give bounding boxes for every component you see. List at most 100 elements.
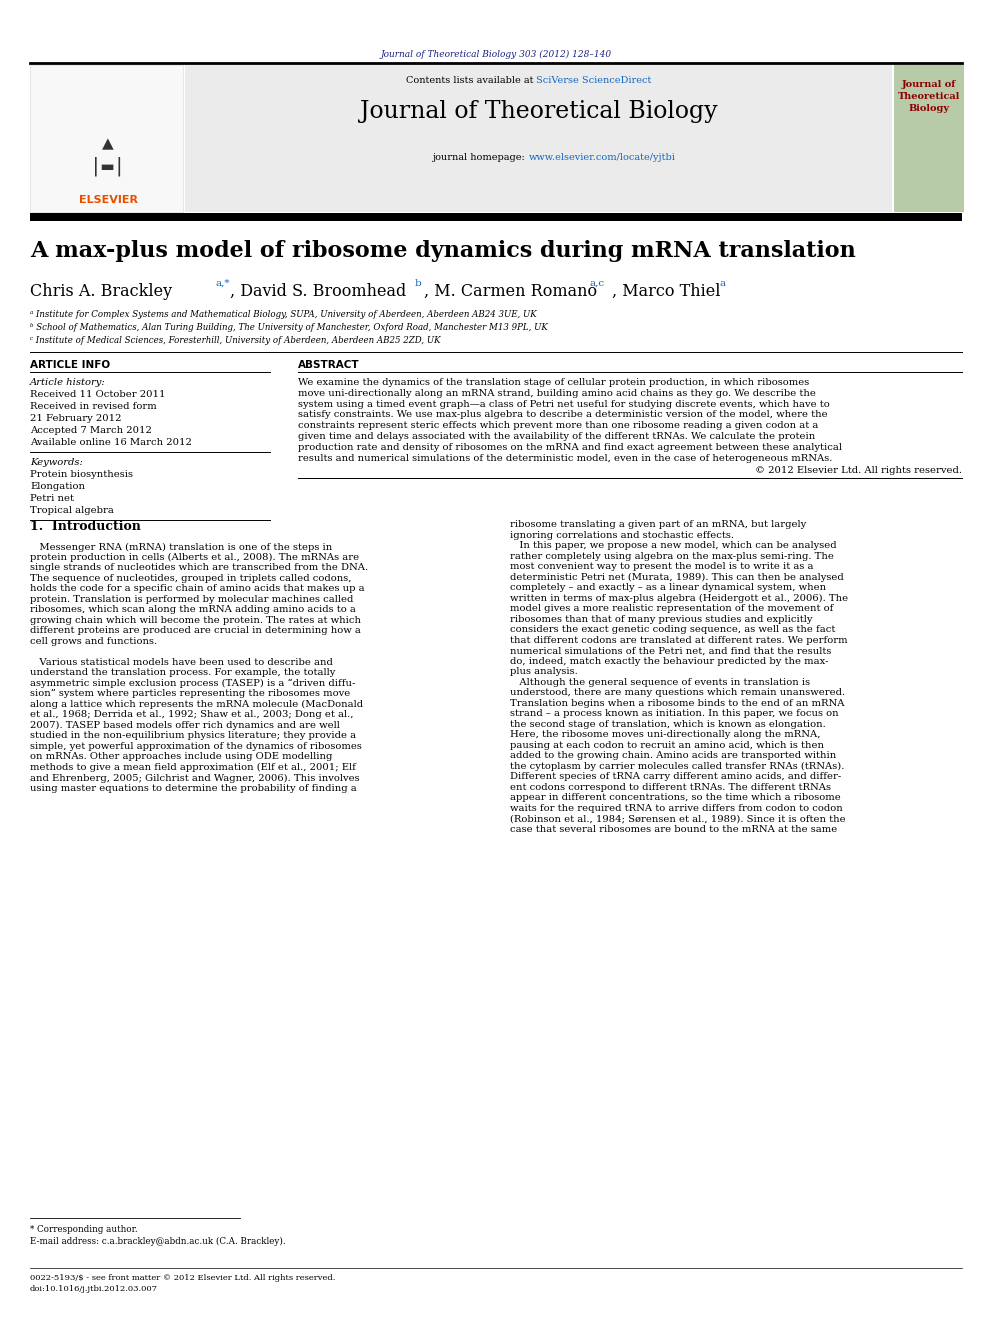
Text: ARTICLE INFO: ARTICLE INFO [30,360,110,370]
Text: model gives a more realistic representation of the movement of: model gives a more realistic representat… [510,605,833,614]
Text: Journal of Theoretical Biology 303 (2012) 128–140: Journal of Theoretical Biology 303 (2012… [381,50,611,60]
Text: sion” system where particles representing the ribosomes move: sion” system where particles representin… [30,689,350,699]
Text: studied in the non-equilibrium physics literature; they provide a: studied in the non-equilibrium physics l… [30,732,356,741]
Text: Protein biosynthesis: Protein biosynthesis [30,470,133,479]
Text: cell grows and functions.: cell grows and functions. [30,636,157,646]
Text: doi:10.1016/j.jtbi.2012.03.007: doi:10.1016/j.jtbi.2012.03.007 [30,1285,158,1293]
Text: Received 11 October 2011: Received 11 October 2011 [30,390,166,400]
Text: protein production in cells (Alberts et al., 2008). The mRNAs are: protein production in cells (Alberts et … [30,553,359,562]
Text: (Robinson et al., 1984; Sørensen et al., 1989). Since it is often the: (Robinson et al., 1984; Sørensen et al.,… [510,815,845,823]
Text: , M. Carmen Romano: , M. Carmen Romano [424,283,597,300]
Text: a,c: a,c [590,279,605,288]
Text: , David S. Broomhead: , David S. Broomhead [230,283,407,300]
Text: single strands of nucleotides which are transcribed from the DNA.: single strands of nucleotides which are … [30,564,368,573]
Text: Journal of Theoretical Biology: Journal of Theoretical Biology [360,101,717,123]
Text: ribosome translating a given part of an mRNA, but largely: ribosome translating a given part of an … [510,520,806,529]
Text: a: a [720,279,726,288]
Text: results and numerical simulations of the deterministic model, even in the case o: results and numerical simulations of the… [298,454,832,463]
Text: ELSEVIER: ELSEVIER [78,194,138,205]
Text: most convenient way to present the model is to write it as a: most convenient way to present the model… [510,562,813,572]
Text: Article history:: Article history: [30,378,106,388]
Text: ignoring correlations and stochastic effects.: ignoring correlations and stochastic eff… [510,531,734,540]
Text: production rate and density of ribosomes on the mRNA and find exact agreement be: production rate and density of ribosomes… [298,443,842,451]
FancyBboxPatch shape [894,65,964,212]
Text: written in terms of max-plus algebra (Heidergott et al., 2006). The: written in terms of max-plus algebra (He… [510,594,848,603]
Text: using master equations to determine the probability of finding a: using master equations to determine the … [30,785,357,792]
Text: We examine the dynamics of the translation stage of cellular protein production,: We examine the dynamics of the translati… [298,378,809,388]
Text: et al., 1968; Derrida et al., 1992; Shaw et al., 2003; Dong et al.,: et al., 1968; Derrida et al., 1992; Shaw… [30,710,353,720]
Text: case that several ribosomes are bound to the mRNA at the same: case that several ribosomes are bound to… [510,826,837,833]
Text: understood, there are many questions which remain unanswered.: understood, there are many questions whi… [510,688,845,697]
Text: Here, the ribosome moves uni-directionally along the mRNA,: Here, the ribosome moves uni-directional… [510,730,820,740]
Text: numerical simulations of the Petri net, and find that the results: numerical simulations of the Petri net, … [510,647,831,655]
Text: Various statistical models have been used to describe and: Various statistical models have been use… [30,658,333,667]
FancyBboxPatch shape [30,65,183,212]
Text: the second stage of translation, which is known as elongation.: the second stage of translation, which i… [510,720,825,729]
Text: ABSTRACT: ABSTRACT [298,360,360,370]
Text: ▲
|▬|: ▲ |▬| [90,134,126,176]
Text: Different species of tRNA carry different amino acids, and differ-: Different species of tRNA carry differen… [510,773,841,782]
Text: Although the general sequence of events in translation is: Although the general sequence of events … [510,677,810,687]
Text: growing chain which will become the protein. The rates at which: growing chain which will become the prot… [30,617,361,624]
Text: different proteins are produced are crucial in determining how a: different proteins are produced are cruc… [30,626,361,635]
Text: ent codons correspond to different tRNAs. The different tRNAs: ent codons correspond to different tRNAs… [510,783,831,792]
Text: b: b [415,279,422,288]
Text: Journal of
Theoretical
Biology: Journal of Theoretical Biology [898,79,960,112]
Text: 21 February 2012: 21 February 2012 [30,414,121,423]
Text: and Ehrenberg, 2005; Gilchrist and Wagner, 2006). This involves: and Ehrenberg, 2005; Gilchrist and Wagne… [30,774,360,782]
Text: 2007). TASEP based models offer rich dynamics and are well: 2007). TASEP based models offer rich dyn… [30,721,340,730]
Text: appear in different concentrations, so the time which a ribosome: appear in different concentrations, so t… [510,794,841,803]
Text: rather completely using algebra on the max-plus semi-ring. The: rather completely using algebra on the m… [510,552,834,561]
Text: Contents lists available at: Contents lists available at [406,75,537,85]
Text: ribosomes than that of many previous studies and explicitly: ribosomes than that of many previous stu… [510,615,812,624]
Text: holds the code for a specific chain of amino acids that makes up a: holds the code for a specific chain of a… [30,585,365,594]
Text: Elongation: Elongation [30,482,85,491]
Text: do, indeed, match exactly the behaviour predicted by the max-: do, indeed, match exactly the behaviour … [510,658,828,665]
Text: constraints represent steric effects which prevent more than one ribosome readin: constraints represent steric effects whi… [298,421,818,430]
Text: Chris A. Brackley: Chris A. Brackley [30,283,173,300]
Text: Tropical algebra: Tropical algebra [30,505,114,515]
Text: move uni-directionally along an mRNA strand, building amino acid chains as they : move uni-directionally along an mRNA str… [298,389,815,398]
Text: on mRNAs. Other approaches include using ODE modelling: on mRNAs. Other approaches include using… [30,753,332,762]
Text: Received in revised form: Received in revised form [30,402,157,411]
Text: ribosomes, which scan along the mRNA adding amino acids to a: ribosomes, which scan along the mRNA add… [30,606,356,614]
Text: In this paper, we propose a new model, which can be analysed: In this paper, we propose a new model, w… [510,541,836,550]
Text: Keywords:: Keywords: [30,458,83,467]
Text: system using a timed event graph—a class of Petri net useful for studying discre: system using a timed event graph—a class… [298,400,829,409]
Text: a,*: a,* [216,279,230,288]
Text: strand – a process known as initiation. In this paper, we focus on: strand – a process known as initiation. … [510,709,838,718]
Text: satisfy constraints. We use max-plus algebra to describe a deterministic version: satisfy constraints. We use max-plus alg… [298,410,827,419]
Text: ᵃ Institute for Complex Systems and Mathematical Biology, SUPA, University of Ab: ᵃ Institute for Complex Systems and Math… [30,310,537,319]
Text: understand the translation process. For example, the totally: understand the translation process. For … [30,668,335,677]
Text: Accepted 7 March 2012: Accepted 7 March 2012 [30,426,152,435]
Text: completely – and exactly – as a linear dynamical system, when: completely – and exactly – as a linear d… [510,583,826,593]
Text: given time and delays associated with the availability of the different tRNAs. W: given time and delays associated with th… [298,433,815,441]
Text: Translation begins when a ribosome binds to the end of an mRNA: Translation begins when a ribosome binds… [510,699,844,708]
Text: along a lattice which represents the mRNA molecule (MacDonald: along a lattice which represents the mRN… [30,700,363,709]
Text: methods to give a mean field approximation (Elf et al., 2001; Elf: methods to give a mean field approximati… [30,763,356,773]
Text: SciVerse ScienceDirect: SciVerse ScienceDirect [537,75,652,85]
Text: waits for the required tRNA to arrive differs from codon to codon: waits for the required tRNA to arrive di… [510,804,843,812]
Text: ᶜ Institute of Medical Sciences, Foresterhill, University of Aberdeen, Aberdeen : ᶜ Institute of Medical Sciences, Foreste… [30,336,440,345]
Text: added to the growing chain. Amino acids are transported within: added to the growing chain. Amino acids … [510,751,836,761]
Text: deterministic Petri net (Murata, 1989). This can then be analysed: deterministic Petri net (Murata, 1989). … [510,573,844,582]
Text: A max-plus model of ribosome dynamics during mRNA translation: A max-plus model of ribosome dynamics du… [30,239,856,262]
Text: The sequence of nucleotides, grouped in triplets called codons,: The sequence of nucleotides, grouped in … [30,574,351,583]
Text: Petri net: Petri net [30,493,74,503]
Text: © 2012 Elsevier Ltd. All rights reserved.: © 2012 Elsevier Ltd. All rights reserved… [755,467,962,475]
Text: plus analysis.: plus analysis. [510,667,577,676]
Text: Messenger RNA (mRNA) translation is one of the steps in: Messenger RNA (mRNA) translation is one … [30,542,332,552]
Text: journal homepage:: journal homepage: [433,153,529,161]
Text: E-mail address: c.a.brackley@abdn.ac.uk (C.A. Brackley).: E-mail address: c.a.brackley@abdn.ac.uk … [30,1237,286,1246]
FancyBboxPatch shape [185,65,892,212]
Text: 1.  Introduction: 1. Introduction [30,520,141,533]
Text: ᵇ School of Mathematics, Alan Turing Building, The University of Manchester, Oxf: ᵇ School of Mathematics, Alan Turing Bui… [30,323,548,332]
Text: the cytoplasm by carrier molecules called transfer RNAs (tRNAs).: the cytoplasm by carrier molecules calle… [510,762,844,771]
Text: Available online 16 March 2012: Available online 16 March 2012 [30,438,191,447]
Text: * Corresponding author.: * Corresponding author. [30,1225,138,1234]
FancyBboxPatch shape [30,213,962,221]
Text: www.elsevier.com/locate/yjtbi: www.elsevier.com/locate/yjtbi [529,153,676,161]
Text: that different codons are translated at different rates. We perform: that different codons are translated at … [510,636,847,644]
Text: pausing at each codon to recruit an amino acid, which is then: pausing at each codon to recruit an amin… [510,741,824,750]
Text: 0022-5193/$ - see front matter © 2012 Elsevier Ltd. All rights reserved.: 0022-5193/$ - see front matter © 2012 El… [30,1274,335,1282]
